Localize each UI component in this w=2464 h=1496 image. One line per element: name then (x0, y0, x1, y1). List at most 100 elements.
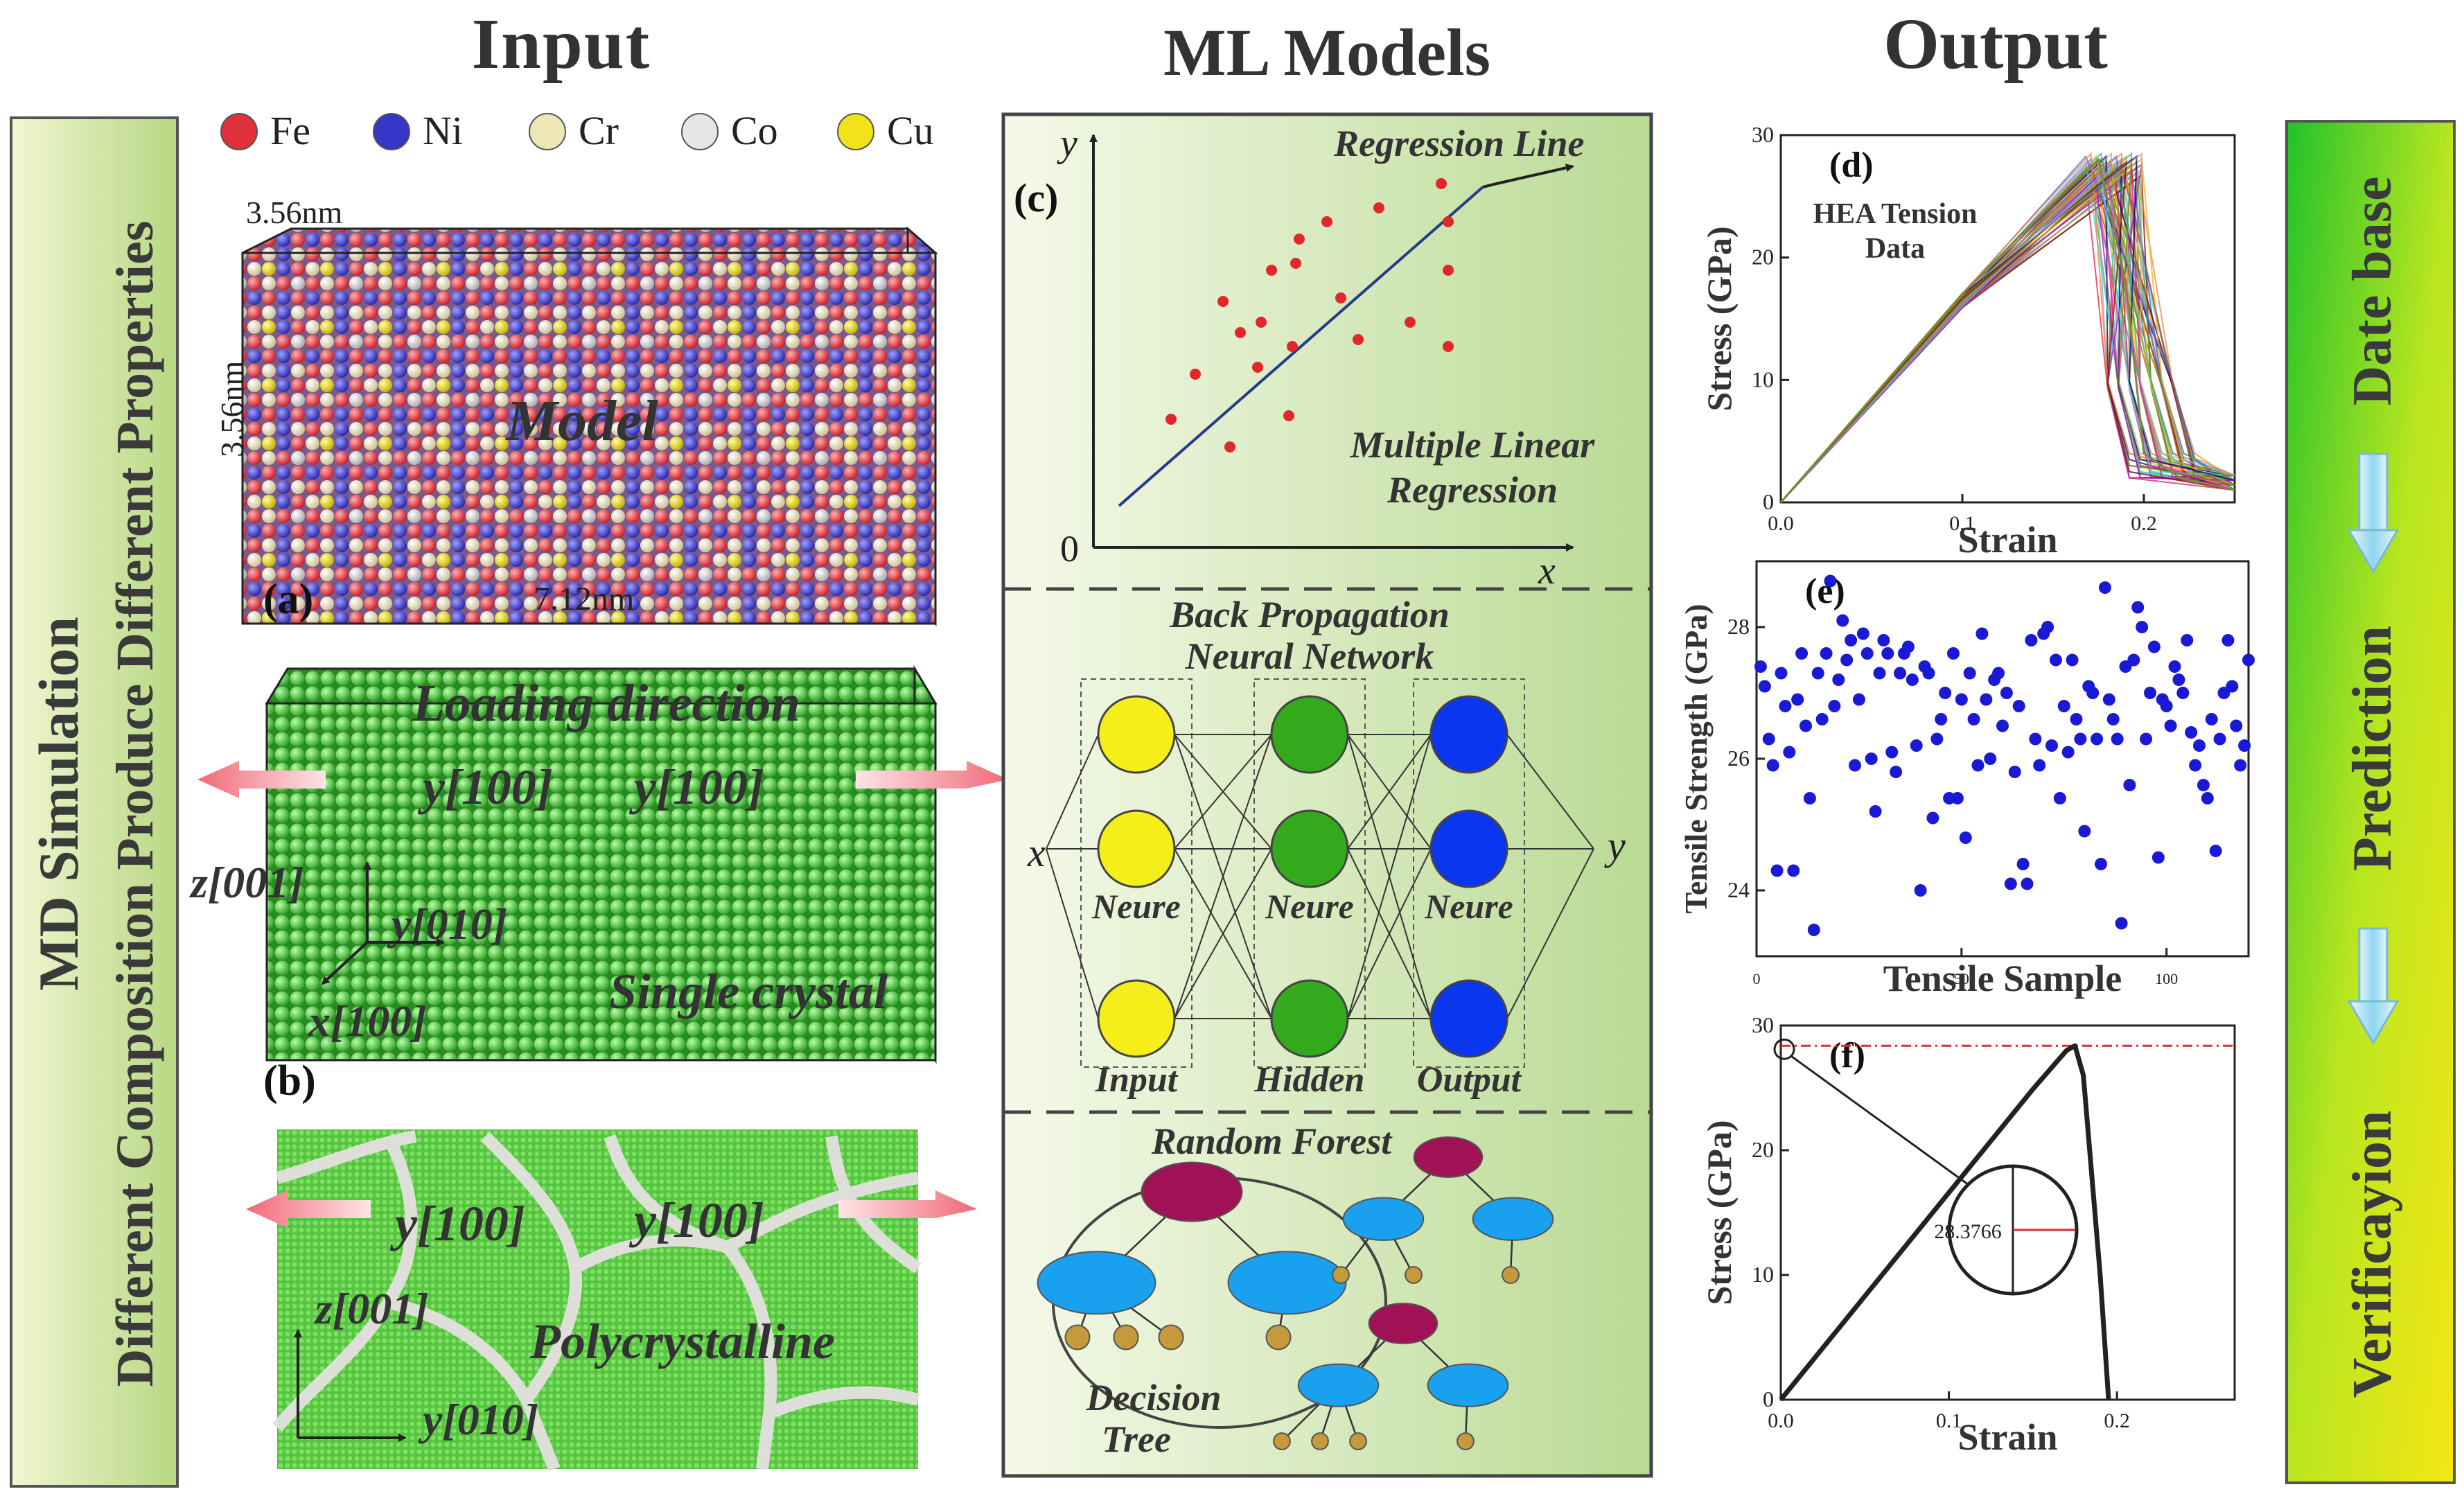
nn-layer-label-2: Output (1417, 1060, 1522, 1100)
scatter-point (1824, 574, 1837, 588)
scatter-point (2021, 877, 2034, 890)
nn-node (1429, 695, 1508, 774)
scatter-point (2012, 700, 2025, 712)
scatter-point (2057, 700, 2070, 712)
x-tick-label: 100 (2155, 970, 2178, 987)
scatter-point (2045, 739, 2058, 752)
scatter-point (1791, 693, 1804, 706)
ml-models-panel (1001, 112, 1653, 1478)
regression-line (1118, 186, 1484, 507)
legend-swatch-fe (220, 113, 258, 150)
scatter-point (2213, 732, 2226, 746)
scatter-point (2160, 700, 2173, 712)
scatter-point (2033, 759, 2046, 772)
scatter-point (2016, 858, 2030, 870)
panel-b-x: x[100] (308, 996, 427, 1046)
chart-frame-d (1779, 134, 2236, 504)
legend-swatch-ni (373, 113, 410, 150)
scatter-point (2176, 687, 2190, 699)
scatter-point (2102, 693, 2115, 706)
legend-label-cr: Cr (579, 108, 619, 153)
chart-d-title: HEA Tension (1813, 198, 1978, 230)
scatter-point (2106, 713, 2120, 725)
scatter-point (1762, 732, 1775, 746)
nn-edge (1347, 848, 1432, 1019)
poly-right-arrow (838, 1190, 977, 1218)
bpnn-title-1: Back Propagation (1169, 594, 1450, 635)
chart-frame-f (1779, 1024, 2236, 1401)
nn-edge (1174, 734, 1272, 1019)
x-tick-label: 0 (1753, 970, 1761, 987)
scatter-point (2201, 792, 2214, 804)
scatter-point (1815, 713, 1829, 725)
panel-c-regression: y x 0 (c) Regression Line Multiple Linea… (1014, 122, 1595, 592)
chart-d-subtitle: Data (1865, 233, 1925, 265)
nn-edge (1347, 734, 1432, 850)
y-tick-label: 30 (1752, 1012, 1774, 1037)
scatter-point (1836, 614, 1849, 627)
y-tick-label: 10 (1752, 1262, 1774, 1287)
down-arrow-2 (2358, 927, 2388, 1003)
rf-internal-node (1297, 1363, 1380, 1407)
scatter-point (1984, 753, 1997, 765)
scatter-point (2000, 687, 2013, 699)
rf-leaf (1265, 1324, 1292, 1350)
right-banner-verification: Verificayion (2342, 1111, 2403, 1398)
rf-internal-node (1227, 1251, 1347, 1315)
y-tick-label: 26 (1727, 746, 1750, 771)
scatter-point (1971, 759, 1985, 772)
panel-b-single-crystal: Loading direction y[100] y[100] Single c… (189, 665, 1008, 1105)
scatter-point (2091, 732, 2104, 746)
scatter-point (1910, 739, 1923, 752)
nn-edge (1174, 848, 1272, 1019)
y-axis-label: Stress (GPa) (1700, 226, 1739, 411)
y-tick-label: 10 (1752, 367, 1774, 391)
regression-point (1290, 258, 1301, 269)
scatter-point (1865, 753, 1878, 765)
y-tick-label: 30 (1752, 122, 1774, 147)
nn-neure-label: Neure (1091, 887, 1181, 926)
rf-leaf (1273, 1432, 1291, 1450)
regression-point (1294, 234, 1305, 245)
panel-b-loading: Loading direction (412, 674, 800, 732)
regression-point (1443, 216, 1454, 227)
zoom-arrow (1790, 1055, 1980, 1193)
panel-a-depth: 3.56nm (246, 195, 343, 230)
random-forest: Random Forest Decision Tree (1037, 1120, 1554, 1460)
scatter-point (1779, 700, 1792, 712)
regression-point (1335, 292, 1346, 303)
rf-leaf (1332, 1266, 1350, 1284)
rf-internal-node (1037, 1251, 1156, 1315)
regression-point (1190, 369, 1201, 380)
scatter-point (1754, 660, 1767, 673)
scatter-point (2066, 653, 2079, 667)
regression-y-label: y (1057, 122, 1077, 165)
scatter-point (2086, 687, 2100, 699)
scatter-point (1885, 746, 1899, 759)
nn-node (1270, 809, 1349, 888)
x-tick-label: 0.2 (2104, 1409, 2130, 1432)
scatter-point (1959, 831, 1972, 844)
scatter-point (1766, 759, 1779, 772)
panel-b-yy: y[010] (387, 899, 507, 949)
scatter-point (2209, 845, 2222, 857)
left-banner-line1: MD Simulation (27, 617, 90, 991)
scatter-point (2147, 640, 2161, 653)
chart-tag-d: (d) (1829, 146, 1874, 185)
scatter-point (2078, 825, 2091, 838)
scatter-point (2029, 732, 2042, 746)
rf-leaf (1502, 1266, 1520, 1284)
scatter-point (2074, 732, 2087, 746)
scatter-point (1787, 864, 1800, 877)
panel-c-tag: (c) (1014, 175, 1058, 220)
chart-frame-e (1755, 560, 2250, 958)
scatter-point (1849, 759, 1861, 772)
nn-edge (1046, 848, 1099, 1019)
scatter-point (2168, 660, 2181, 673)
scatter-point (1845, 634, 1858, 646)
scatter-point (2098, 581, 2111, 594)
scatter-point (1775, 667, 1788, 680)
poly-label: Polycrystalline (529, 1314, 835, 1369)
axis-x-arrow (321, 941, 369, 985)
scatter-point (1807, 924, 1820, 936)
